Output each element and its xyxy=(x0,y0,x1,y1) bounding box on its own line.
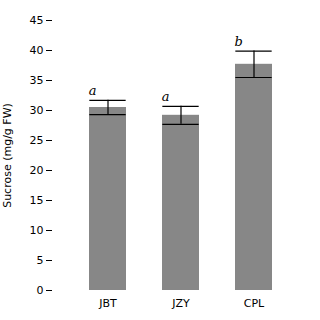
svg-text:CPL: CPL xyxy=(244,297,265,310)
svg-text:Sucrose (mg/g FW): Sucrose (mg/g FW) xyxy=(1,103,14,208)
svg-text:a: a xyxy=(89,83,97,98)
svg-text:15: 15 xyxy=(30,194,44,207)
svg-text:40: 40 xyxy=(30,44,44,57)
svg-text:0: 0 xyxy=(37,284,44,297)
svg-text:5: 5 xyxy=(37,254,44,267)
svg-text:45: 45 xyxy=(30,14,44,27)
svg-text:a: a xyxy=(162,89,170,104)
svg-text:35: 35 xyxy=(30,74,44,87)
svg-text:JBT: JBT xyxy=(98,297,117,310)
svg-text:20: 20 xyxy=(30,164,44,177)
svg-text:10: 10 xyxy=(30,224,44,237)
svg-text:30: 30 xyxy=(30,104,44,117)
svg-text:JZY: JZY xyxy=(171,297,190,310)
svg-text:25: 25 xyxy=(30,134,44,147)
svg-text:b: b xyxy=(234,34,242,49)
